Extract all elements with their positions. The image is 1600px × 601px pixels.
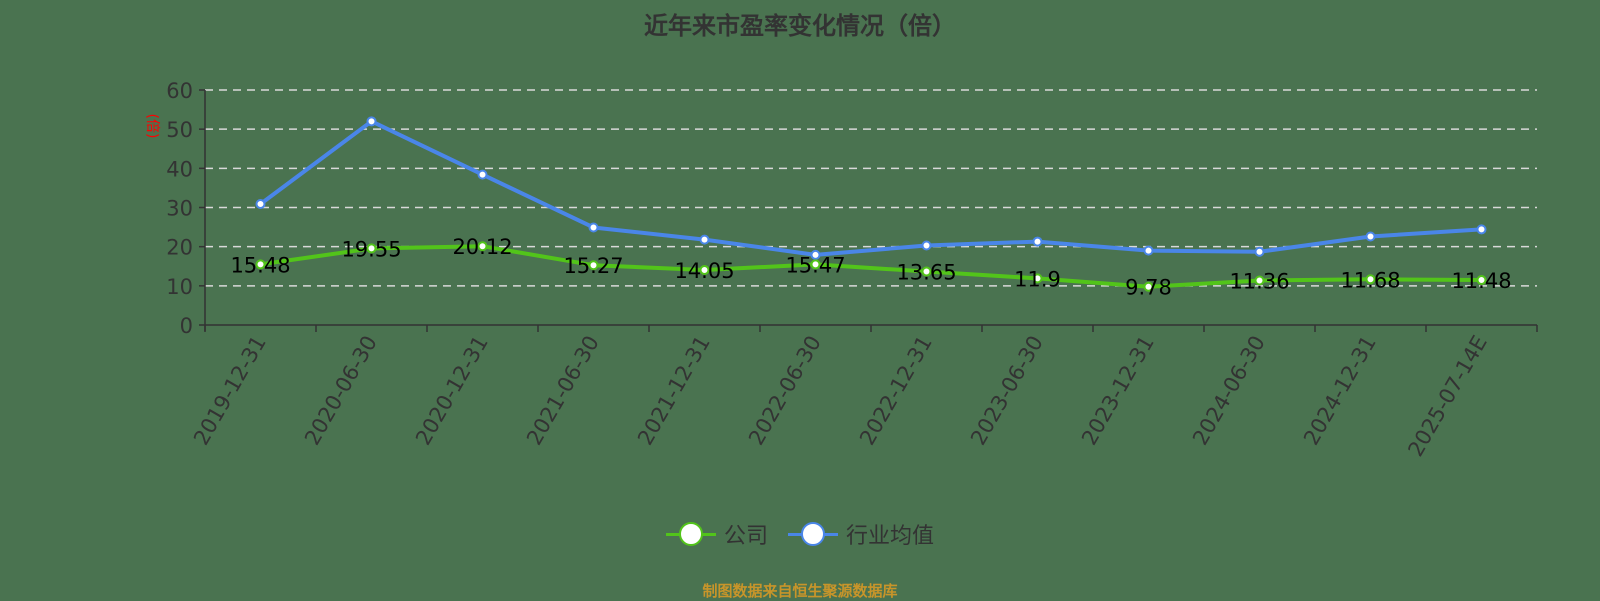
data-label: 13.65: [896, 261, 956, 285]
legend-label: 行业均值: [846, 524, 935, 549]
x-tick-label: 2025-07-14E: [1403, 332, 1491, 461]
series-industry-average: [255, 116, 1487, 260]
data-label: 15.47: [785, 253, 845, 277]
data-label: 11.48: [1451, 269, 1511, 293]
data-point[interactable]: [477, 241, 488, 252]
y-tick-label: 60: [166, 79, 193, 103]
data-point[interactable]: [1143, 281, 1154, 292]
data-point[interactable]: [810, 259, 821, 270]
data-label: 19.55: [341, 237, 401, 261]
legend-label: 公司: [723, 524, 768, 549]
data-label: 20.12: [452, 235, 512, 259]
data-point[interactable]: [1254, 275, 1265, 286]
data-point[interactable]: [588, 260, 599, 271]
data-label: 9.78: [1125, 276, 1172, 300]
data-point[interactable]: [1476, 224, 1487, 235]
y-tick-label: 10: [166, 275, 193, 299]
x-tick-label: 2020-12-31: [411, 332, 493, 450]
data-point[interactable]: [255, 259, 266, 270]
legend-marker-icon: [665, 522, 716, 546]
data-point[interactable]: [477, 169, 488, 180]
x-tick-label: 2024-06-30: [1188, 332, 1270, 450]
data-point[interactable]: [1365, 231, 1376, 242]
data-point[interactable]: [255, 198, 266, 209]
legend-item-company[interactable]: 公司: [665, 518, 768, 550]
data-label: 15.48: [230, 253, 290, 277]
y-tick-label: 50: [166, 118, 193, 142]
data-point[interactable]: [366, 116, 377, 127]
data-source-note: 制图数据来自恒生聚源数据库: [702, 582, 898, 600]
y-tick-label: 30: [166, 197, 193, 221]
data-label: 15.27: [563, 254, 623, 278]
x-tick-label: 2024-12-31: [1299, 332, 1381, 450]
x-tick-label: 2022-06-30: [744, 332, 826, 450]
data-point[interactable]: [1032, 273, 1043, 284]
data-point[interactable]: [366, 243, 377, 254]
data-point[interactable]: [1476, 275, 1487, 286]
data-point[interactable]: [699, 264, 710, 275]
y-tick-label: 20: [166, 236, 193, 260]
legend-marker-icon: [788, 522, 838, 546]
data-point[interactable]: [921, 266, 932, 277]
data-label: 11.9: [1014, 267, 1061, 291]
data-label: 11.68: [1340, 268, 1400, 292]
x-tick-label: 2021-12-31: [633, 332, 715, 450]
data-point[interactable]: [1032, 236, 1043, 247]
y-tick-label: 40: [166, 157, 193, 181]
legend-item-industry-average[interactable]: 行业均值: [788, 518, 934, 550]
x-tick-label: 2019-12-31: [189, 332, 271, 450]
chart-title: 近年来市盈率变化情况（倍）: [644, 12, 956, 40]
data-point[interactable]: [1365, 274, 1376, 285]
series-company: [255, 241, 1487, 292]
data-point[interactable]: [1143, 245, 1154, 256]
data-point[interactable]: [588, 222, 599, 233]
x-tick-label: 2023-12-31: [1077, 332, 1159, 450]
y-axis-label: (倍): [144, 114, 160, 139]
x-tick-label: 2020-06-30: [300, 332, 382, 450]
y-tick-label: 0: [180, 314, 193, 338]
x-tick-label: 2021-06-30: [522, 332, 604, 450]
data-label: 14.05: [674, 259, 734, 283]
x-tick-label: 2022-12-31: [855, 332, 937, 450]
data-point[interactable]: [699, 234, 710, 245]
data-point[interactable]: [921, 240, 932, 251]
data-label: 11.36: [1229, 270, 1289, 294]
x-axis: 2019-12-31 2020-06-30 2020-12-31 2021-06-30…: [189, 324, 1538, 461]
data-point[interactable]: [810, 249, 821, 260]
y-axis: 0 10 20 30 40 50 60 (倍): [144, 79, 1537, 338]
data-point[interactable]: [1254, 246, 1265, 257]
x-tick-label: 2023-06-30: [966, 332, 1048, 450]
legend: 公司 行业均值: [0, 518, 1600, 550]
data-labels: 15.48 19.55 20.12 15.27 14.05 15.47 13.65 11.9 9…: [230, 235, 1511, 299]
